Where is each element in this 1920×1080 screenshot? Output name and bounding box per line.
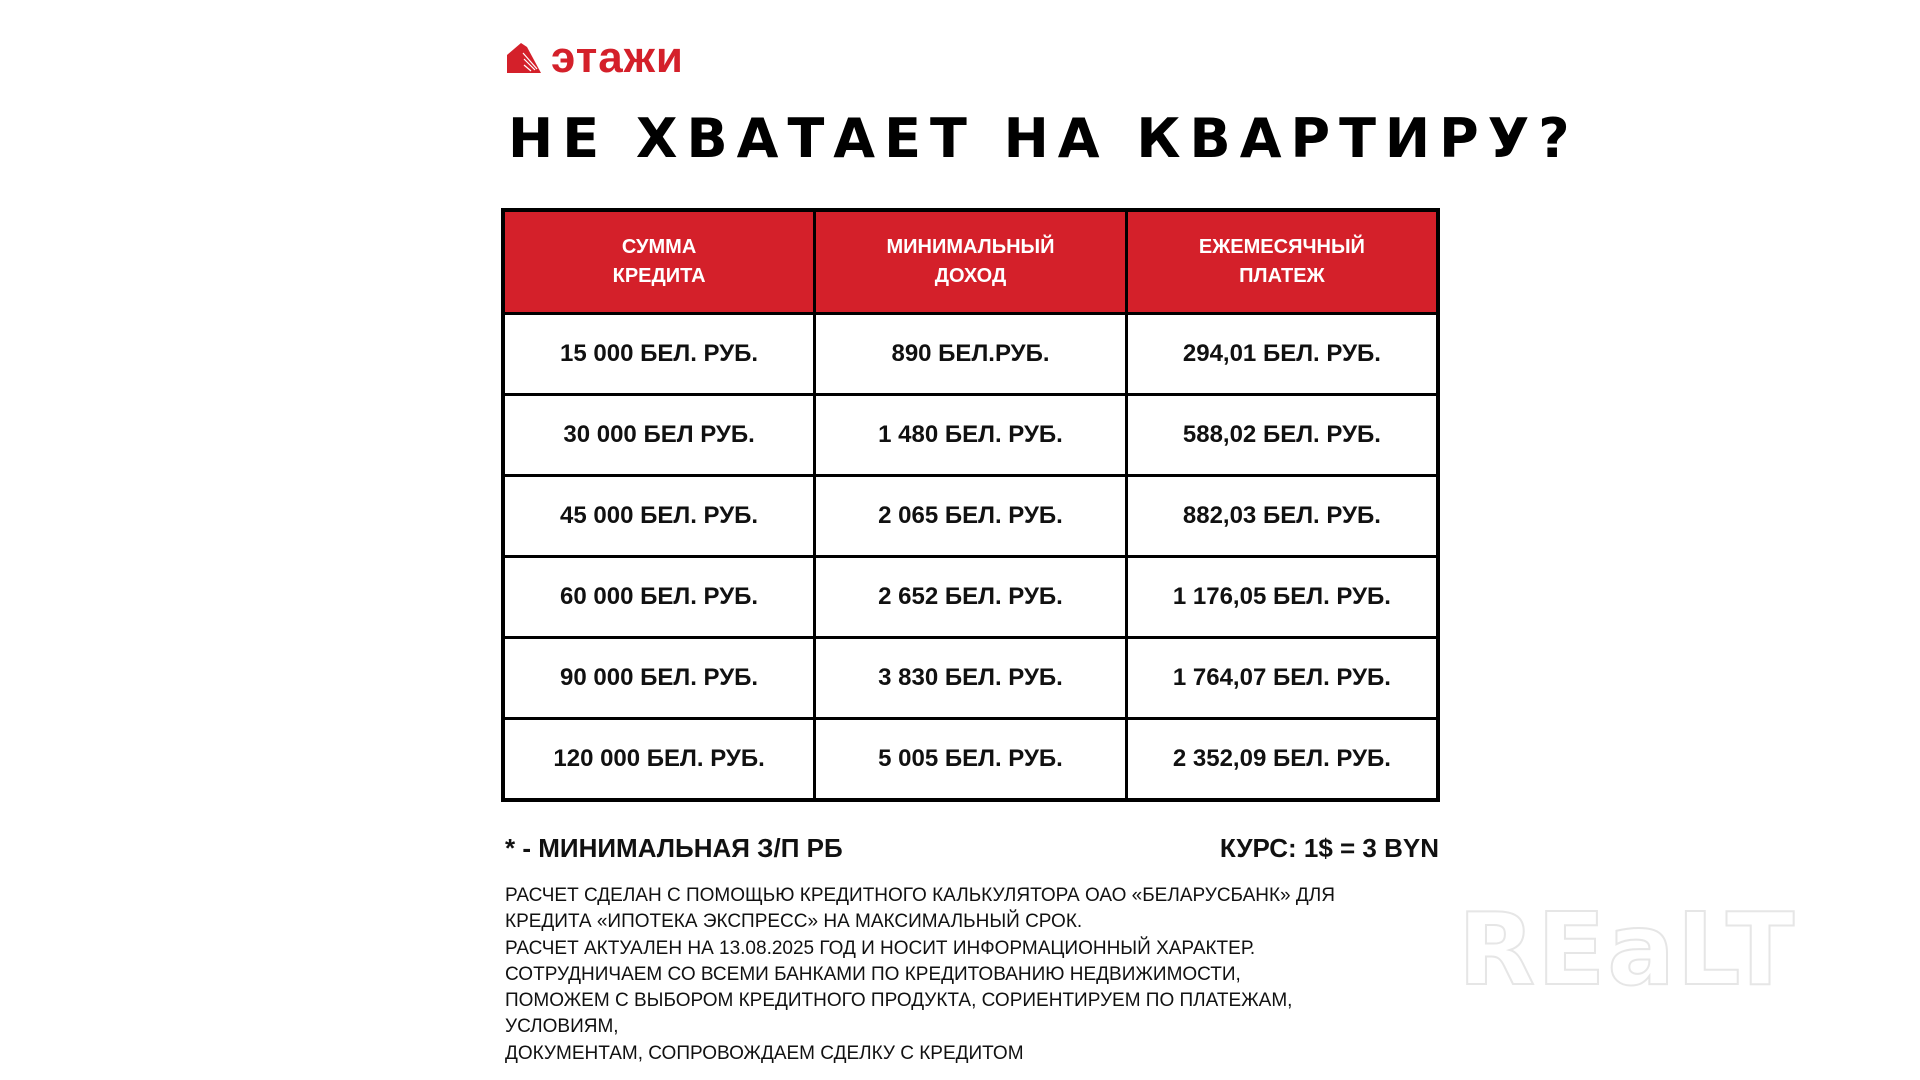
table-cell: 45 000 БЕЛ. РУБ. <box>501 474 817 558</box>
logo-text: этажи <box>551 33 684 82</box>
table-cell: 1 176,05 БЕЛ. РУБ. <box>1124 555 1440 639</box>
table-cell: 890 БЕЛ.РУБ. <box>813 312 1128 396</box>
table-cell: 2 352,09 БЕЛ. РУБ. <box>1124 717 1440 802</box>
realt-watermark: REaLT <box>1457 891 1797 1008</box>
exchange-rate: КУРС: 1$ = 3 BYN <box>1219 833 1439 863</box>
table-cell: 3 830 БЕЛ. РУБ. <box>813 636 1128 720</box>
disclaimer-line: ДОКУМЕНТАМ, СОПРОВОЖДАЕМ СДЕЛКУ С КРЕДИТ… <box>505 1042 1024 1064</box>
disclaimer-line: ПОМОЖЕМ С ВЫБОРОМ КРЕДИТНОГО ПРОДУКТА, С… <box>505 990 1293 1012</box>
disclaimer-line: УСЛОВИЯМ, <box>505 1016 619 1038</box>
table-cell: 2 065 БЕЛ. РУБ. <box>813 474 1128 558</box>
header-loan-amount: СУММА КРЕДИТА <box>501 208 817 315</box>
disclaimer-text: РАСЧЕТ СДЕЛАН С ПОМОЩЬЮ КРЕДИТНОГО КАЛЬК… <box>505 883 1485 1067</box>
table-cell: 90 000 БЕЛ. РУБ. <box>501 636 817 720</box>
table-row: 120 000 БЕЛ. РУБ. 5 005 БЕЛ. РУБ. 2 352,09… <box>501 717 1440 802</box>
table-cell: 1 764,07 БЕЛ. РУБ. <box>1124 636 1440 720</box>
header-line: ДОХОД <box>934 265 1007 287</box>
footnote: * - МИНИМАЛЬНАЯ З/П РБ <box>505 833 843 863</box>
table-cell: 1 480 БЕЛ. РУБ. <box>813 393 1128 477</box>
table-row: 90 000 БЕЛ. РУБ. 3 830 БЕЛ. РУБ. 1 764,07 … <box>501 636 1440 720</box>
page-title: НЕ ХВАТАЕТ НА КВАРТИРУ? <box>508 107 1579 170</box>
table-cell: 588,02 БЕЛ. РУБ. <box>1124 393 1440 477</box>
table-cell: 882,03 БЕЛ. РУБ. <box>1124 474 1440 558</box>
table-row: 15 000 БЕЛ. РУБ. 890 БЕЛ.РУБ. 294,01 БЕЛ. … <box>501 312 1440 396</box>
table-cell: 15 000 БЕЛ. РУБ. <box>501 312 817 396</box>
header-min-income: МИНИМАЛЬНЫЙ ДОХОД <box>813 208 1128 315</box>
disclaimer-line: КРЕДИТА «ИПОТЕКА ЭКСПРЕСС» НА МАКСИМАЛЬН… <box>505 911 1083 933</box>
header-line: КРЕДИТА <box>612 265 706 287</box>
disclaimer-line: РАСЧЕТ СДЕЛАН С ПОМОЩЬЮ КРЕДИТНОГО КАЛЬК… <box>505 885 1335 906</box>
header-line: СУММА <box>621 236 697 258</box>
header-monthly-payment: ЕЖЕМЕСЯЧНЫЙ ПЛАТЕЖ <box>1124 208 1440 315</box>
building-logo-icon <box>507 43 541 73</box>
table-cell: 30 000 БЕЛ РУБ. <box>501 393 817 477</box>
credit-table: СУММА КРЕДИТА МИНИМАЛЬНЫЙ ДОХОД ЕЖЕМЕСЯЧНЫ… <box>501 208 1440 802</box>
table-cell: 294,01 БЕЛ. РУБ. <box>1124 312 1440 396</box>
header-line: ПЛАТЕЖ <box>1239 265 1325 287</box>
table-cell: 2 652 БЕЛ. РУБ. <box>813 555 1128 639</box>
disclaimer-line: СОТРУДНИЧАЕМ СО ВСЕМИ БАНКАМИ ПО КРЕДИТО… <box>505 963 1241 985</box>
table-header-row: СУММА КРЕДИТА МИНИМАЛЬНЫЙ ДОХОД ЕЖЕМЕСЯЧНЫ… <box>501 208 1440 315</box>
disclaimer-line: РАСЧЕТ АКТУАЛЕН НА 13.08.2025 ГОД И НОСИ… <box>505 937 1256 959</box>
header-line: ЕЖЕМЕСЯЧНЫЙ <box>1198 236 1365 258</box>
table-row: 60 000 БЕЛ. РУБ. 2 652 БЕЛ. РУБ. 1 176,05 … <box>501 555 1440 639</box>
table-cell: 120 000 БЕЛ. РУБ. <box>501 717 817 802</box>
header-line: МИНИМАЛЬНЫЙ <box>886 236 1055 258</box>
table-cell: 60 000 БЕЛ. РУБ. <box>501 555 817 639</box>
table-cell: 5 005 БЕЛ. РУБ. <box>813 717 1128 802</box>
table-row: 30 000 БЕЛ РУБ. 1 480 БЕЛ. РУБ. 588,02 БЕЛ… <box>501 393 1440 477</box>
table-row: 45 000 БЕЛ. РУБ. 2 065 БЕЛ. РУБ. 882,03 БЕ… <box>501 474 1440 558</box>
etazhi-logo: этажи <box>507 36 684 80</box>
